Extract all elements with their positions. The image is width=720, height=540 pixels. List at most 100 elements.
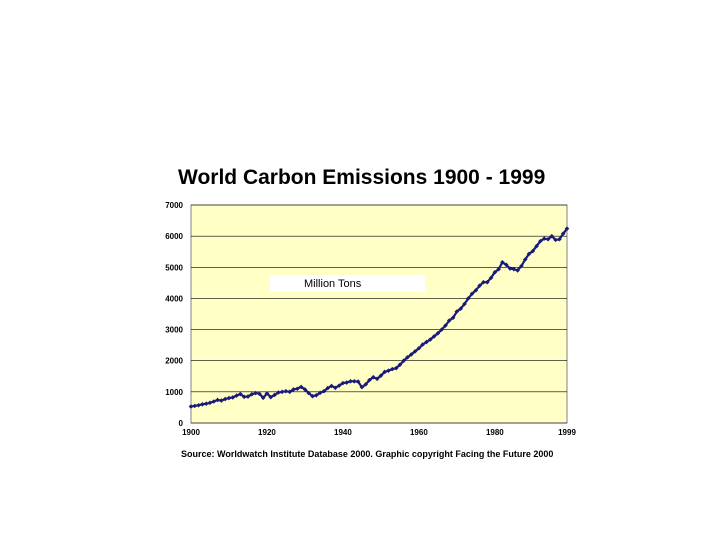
data-point [386,368,391,373]
data-point [443,323,448,328]
x-tick-label: 1900 [182,428,200,437]
data-point [454,309,460,314]
data-point [310,393,315,399]
data-point [408,352,414,357]
data-point [560,231,566,236]
y-tick-label: 7000 [165,201,183,210]
data-point [200,402,205,407]
data-point [287,389,293,395]
data-point [325,385,331,391]
data-point [557,236,562,242]
y-tick-label: 6000 [165,232,183,241]
data-point [298,384,304,390]
data-point [397,362,403,368]
data-point [477,283,482,288]
data-point [481,279,486,285]
data-point [207,400,213,406]
data-point [522,257,528,262]
data-point [340,380,346,386]
data-point [276,390,281,395]
y-axis-tick-labels: 0 1000 2000 3000 4000 5000 6000 7000 [165,201,183,428]
data-point [439,327,444,332]
data-point [230,395,236,400]
data-point [458,306,463,312]
data-point [420,342,425,347]
data-point [219,398,224,403]
data-point [473,288,479,293]
data-point [268,394,274,400]
data-point [416,345,422,351]
plot-area [190,204,568,424]
data-point [264,391,270,396]
source-note: Source: Worldwatch Institute Database 20… [181,449,554,459]
chart-title: World Carbon Emissions 1900 - 1999 [178,166,546,189]
data-points [188,226,570,409]
x-tick-label: 1999 [558,428,576,437]
data-point [469,291,475,297]
data-point [306,390,312,396]
data-point [283,388,289,394]
data-point [412,349,418,354]
y-tick-label: 4000 [165,294,183,303]
data-point [279,389,285,395]
data-point [462,301,467,307]
x-tick-label: 1920 [258,428,276,437]
data-point [530,248,536,254]
data-point [245,394,251,399]
data-point [234,393,239,398]
data-point [427,337,433,342]
data-point [519,263,524,269]
data-point [188,404,194,409]
data-point [500,260,505,265]
data-point [211,399,217,404]
data-point [321,388,327,394]
data-point [492,269,498,275]
data-point [534,243,539,249]
data-point [333,385,338,391]
data-point [367,377,372,383]
data-point [496,266,501,272]
y-tick-label: 2000 [165,357,183,366]
data-point [336,383,342,388]
data-point [446,318,452,323]
data-point [564,226,570,231]
data-point [488,275,494,281]
data-point [541,236,547,241]
data-point [507,266,513,271]
data-point [344,380,350,385]
data-point [355,379,361,384]
data-point [401,358,406,364]
unit-label: Million Tons [304,278,362,290]
data-point [371,374,376,380]
series-line [190,228,568,408]
data-point [526,251,532,257]
x-tick-label: 1940 [334,428,352,437]
data-point [435,331,441,336]
data-point [511,266,517,272]
data-point [272,392,277,398]
data-point [295,386,300,392]
data-point [503,262,509,268]
data-point [515,268,520,273]
data-point [291,387,296,392]
y-tick-label: 5000 [165,263,183,272]
data-point [222,396,228,402]
y-tick-label: 3000 [165,326,183,335]
data-point [329,383,334,389]
data-point [238,391,243,397]
data-point [553,237,558,243]
data-point [215,397,220,403]
data-point [348,378,353,384]
data-point [203,401,209,406]
data-point [363,382,369,387]
y-tick-label: 1000 [165,388,183,397]
x-axis-tick-labels: 1900 1920 1940 1960 1980 1999 [182,428,576,437]
gridlines [191,204,567,424]
data-point [241,394,247,400]
data-point [389,366,395,372]
data-point [226,395,232,401]
x-tick-label: 1960 [410,428,428,437]
unit-label-box [270,275,425,292]
